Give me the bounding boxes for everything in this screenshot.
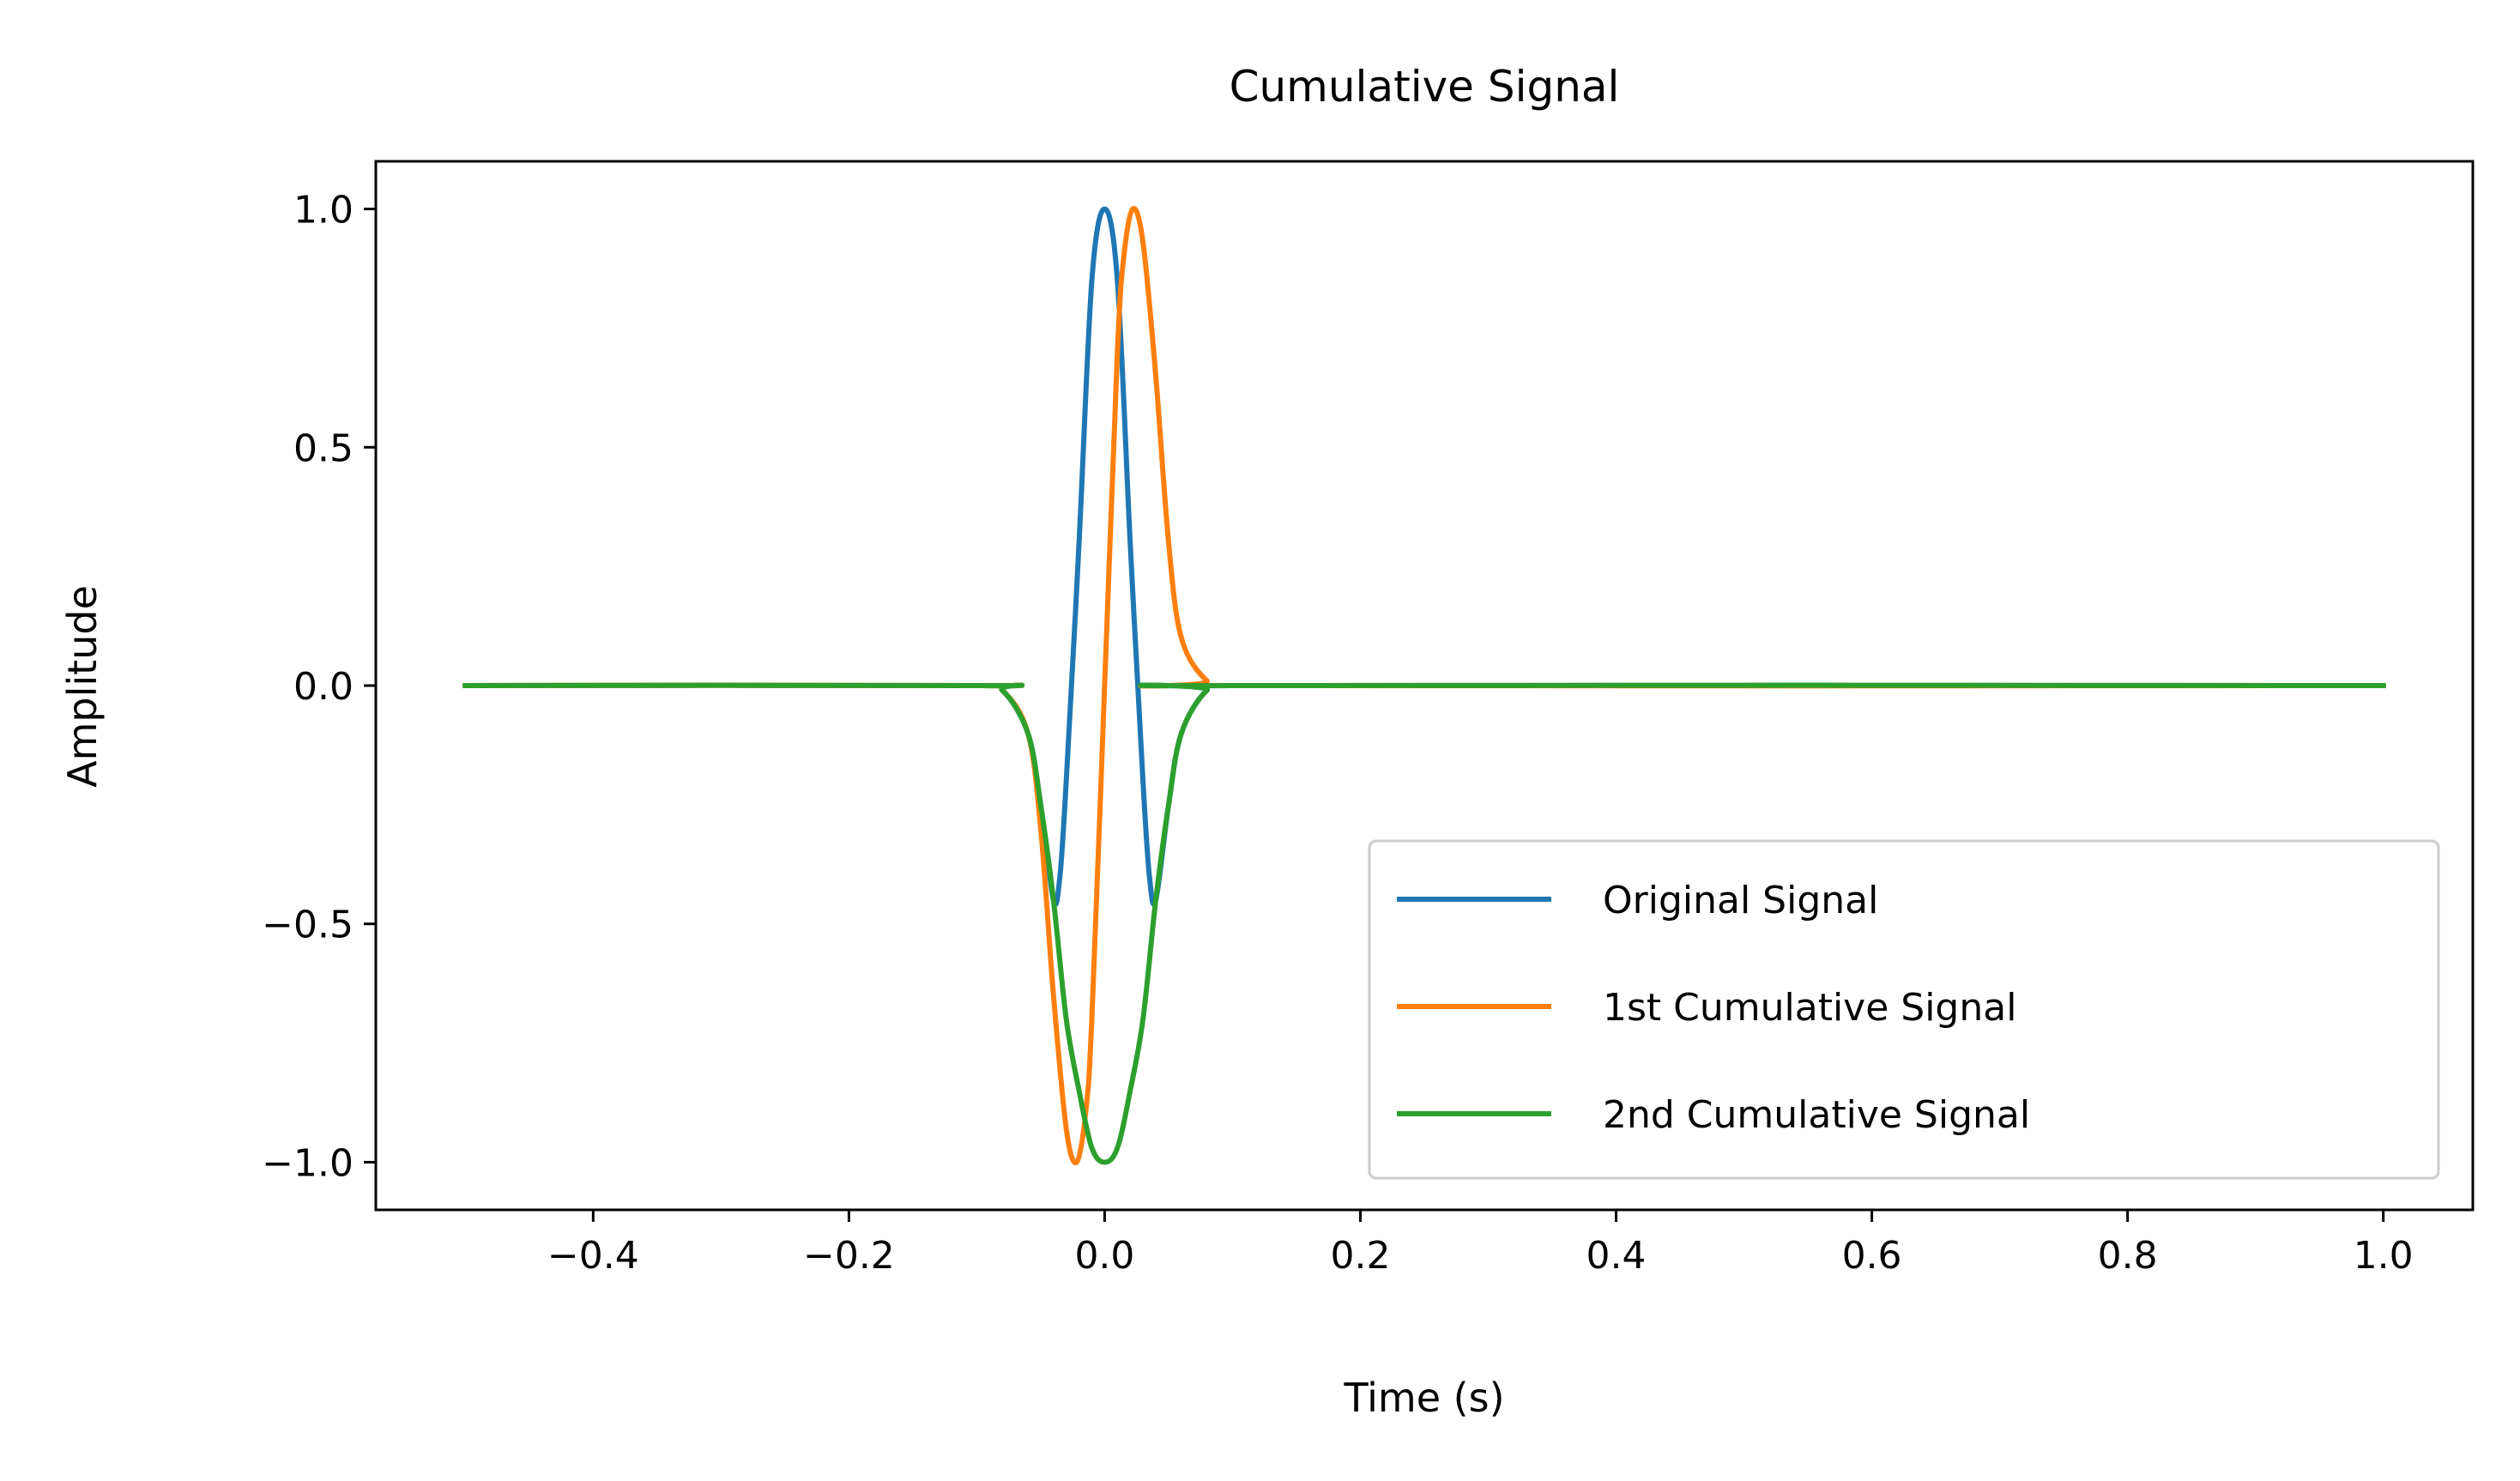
x-tick-label: 1.0 [2354,1234,2414,1278]
chart-title: Cumulative Signal [1230,62,1620,112]
y-axis-ticks: −1.0 −0.5 0.0 0.5 1.0 [262,189,376,1185]
y-axis-label: Amplitude [59,585,106,788]
x-tick-label: 0.6 [1842,1234,1902,1278]
x-tick-label: −0.2 [803,1234,895,1278]
y-tick-label: 0.0 [293,665,354,709]
x-tick-label: 0.2 [1330,1234,1390,1278]
y-tick-label: 0.5 [293,426,354,470]
legend: Original Signal 1st Cumulative Signal 2nd … [1368,839,2440,1180]
y-tick-label: −0.5 [262,904,354,947]
x-tick-label: 0.8 [2098,1234,2158,1278]
y-tick-label: 1.0 [293,189,354,233]
x-tick-label: 0.4 [1586,1234,1647,1278]
x-tick-label: −0.4 [547,1234,639,1278]
legend-box [1368,839,2440,1180]
y-tick-label: −1.0 [262,1141,354,1185]
x-axis-ticks: −0.4 −0.2 0.0 0.2 0.4 0.6 0.8 1.0 [547,1210,2414,1278]
legend-label: 1st Cumulative Signal [1603,986,2016,1030]
x-tick-label: 0.0 [1074,1234,1134,1278]
series-lines [462,206,2386,1165]
x-axis-label: Time (s) [1343,1375,1504,1421]
legend-label: Original Signal [1603,879,1878,922]
legend-label: 2nd Cumulative Signal [1603,1093,2030,1137]
series-line-3 [462,682,2386,1165]
